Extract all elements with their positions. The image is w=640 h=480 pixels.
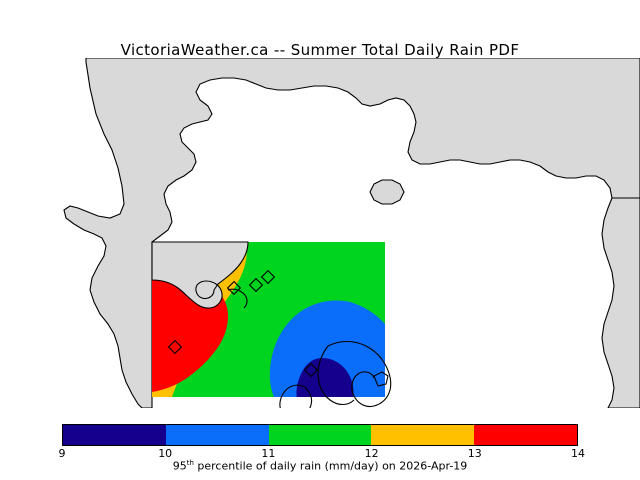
colorbar-band-13-14 — [474, 425, 577, 445]
diamond-marker[interactable] — [260, 269, 276, 285]
page-title: VictoriaWeather.ca -- Summer Total Daily… — [120, 41, 520, 59]
victoria-harbour-outline — [227, 288, 248, 309]
diamond-marker[interactable] — [167, 339, 183, 355]
caption-percentile-number: 95 — [172, 459, 187, 473]
colorbar-tick-12: 12 — [364, 447, 379, 460]
diamond-marker[interactable] — [226, 280, 242, 296]
colorbar-band-9-10 — [63, 425, 166, 445]
caption-percentile-suffix: th — [186, 459, 194, 467]
colorbar-tick-11: 11 — [261, 447, 276, 460]
colorbar-tick-10: 10 — [158, 447, 173, 460]
colorbar-tick-13: 13 — [467, 447, 482, 460]
island-small-lobe — [373, 371, 389, 387]
map-canvas[interactable] — [0, 58, 640, 408]
colorbar-tick-9: 9 — [58, 447, 66, 460]
caption-rest: percentile of daily rain (mm/day) on 202… — [193, 459, 468, 473]
colorbar-tick-14: 14 — [571, 447, 585, 460]
coastline-overlay-group — [151, 241, 392, 408]
east-island-coastline — [601, 197, 640, 408]
islet-coastline — [369, 179, 405, 205]
colorbar-band-11-12 — [268, 425, 372, 445]
colorbar-band-10-11 — [165, 425, 269, 445]
colorbar-bands — [62, 424, 578, 446]
diamond-marker[interactable] — [303, 362, 319, 378]
map-panel[interactable] — [0, 58, 640, 408]
colorbar-ticks: 9 10 11 12 13 14 — [58, 447, 586, 461]
colorbar — [62, 424, 582, 450]
colorbar-band-12-13 — [371, 425, 475, 445]
mainland-coastline — [63, 58, 640, 408]
contour-band-10-11 — [269, 300, 385, 397]
island-tail-outline — [279, 384, 313, 408]
station-markers-group[interactable] — [167, 269, 319, 378]
colorbar-caption: 95th percentile of daily rain (mm/day) o… — [0, 459, 640, 473]
diamond-marker[interactable] — [248, 277, 264, 293]
san-juan-island-outline — [327, 340, 392, 408]
island-inner-outline — [317, 345, 355, 406]
landmass-group — [63, 58, 640, 408]
contour-band-9-10-core — [296, 358, 354, 397]
south-island-shore — [151, 241, 249, 309]
